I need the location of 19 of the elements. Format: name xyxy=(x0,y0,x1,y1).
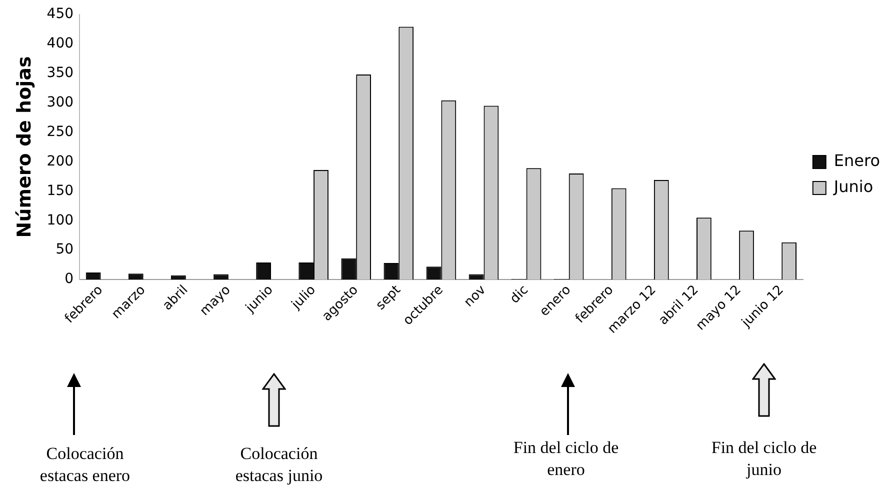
y-tick-label: 0 xyxy=(64,271,74,288)
y-tick-label: 300 xyxy=(46,94,74,110)
x-tick-label: dic xyxy=(507,282,532,307)
y-tick-label: 50 xyxy=(56,242,74,258)
y-tick-label: 100 xyxy=(46,212,74,228)
y-tick-label: 400 xyxy=(46,36,74,52)
y-tick-label: 350 xyxy=(46,64,74,81)
text: Colocación estacas enero xyxy=(38,443,132,487)
text: Fin del ciclo de enero xyxy=(512,437,620,481)
y-tick-label: 250 xyxy=(46,124,74,140)
y-tick-label: 200 xyxy=(46,153,74,170)
y-tick-label: 450 xyxy=(46,6,74,22)
y-tick-label: 150 xyxy=(46,182,74,199)
legend-label: Enero xyxy=(834,151,880,170)
y-axis-title: Número de hojas xyxy=(13,56,36,238)
text: Colocación estacas junio xyxy=(234,443,324,487)
legend-label: Junio xyxy=(832,177,874,196)
text: Fin del ciclo de junio xyxy=(710,437,818,481)
x-tick-label: nov xyxy=(461,282,490,310)
